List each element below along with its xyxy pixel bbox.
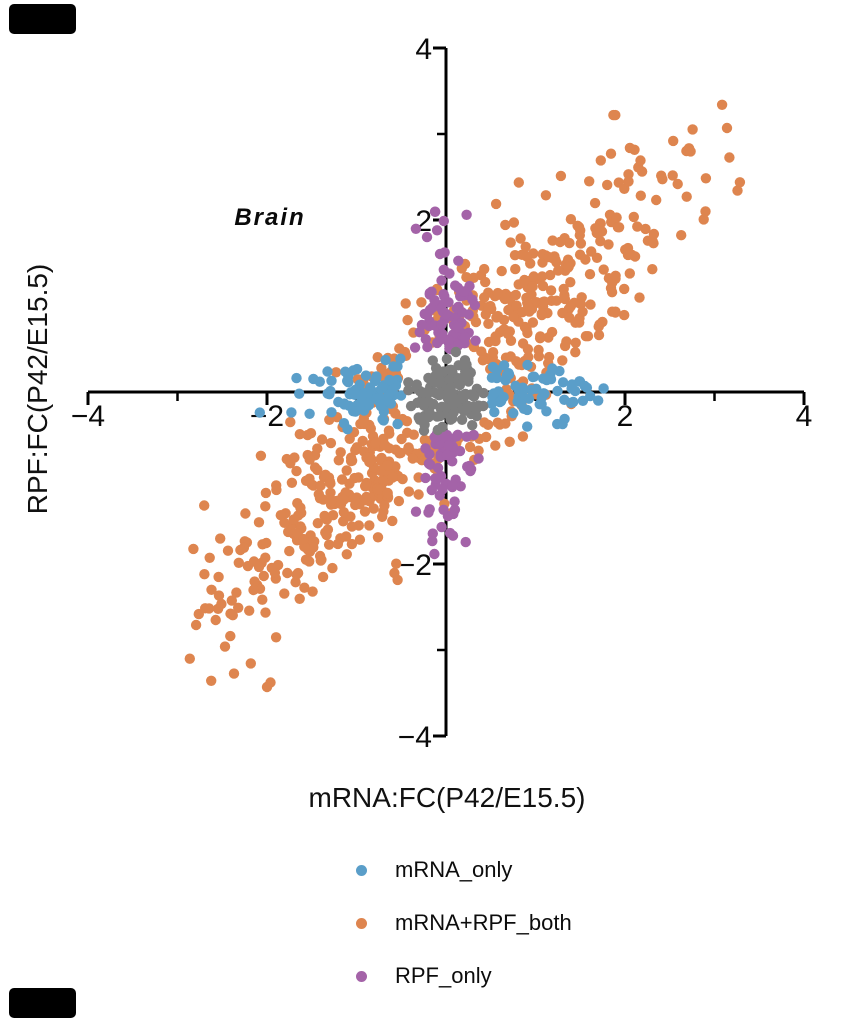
x-axis-label: mRNA:FC(P42/E15.5)	[308, 782, 586, 813]
y-tick-label: −4	[398, 721, 432, 754]
y-tick-label: 4	[415, 33, 432, 66]
plot-title: Brain	[234, 204, 306, 231]
series-points-not-significant	[403, 346, 489, 436]
x-tick-label: 4	[796, 400, 813, 433]
corner-bar-top	[9, 4, 76, 34]
x-tick-label: 2	[617, 400, 634, 433]
y-axis-label: RPF:FC(P42/E15.5)	[22, 263, 53, 515]
series-points-mrna-only	[254, 353, 609, 435]
x-tick-label: −4	[71, 400, 105, 433]
y-tick-label: −2	[398, 549, 432, 582]
corner-bar-bottom	[9, 988, 76, 1018]
x-tick-label: −2	[250, 400, 284, 433]
